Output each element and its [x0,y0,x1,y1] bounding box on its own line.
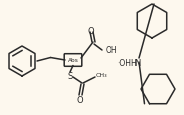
Text: ·OHH: ·OHH [117,58,137,67]
FancyBboxPatch shape [64,54,82,67]
Text: S: S [67,72,73,81]
Text: Abs: Abs [68,58,78,63]
Text: N: N [134,58,140,67]
Text: O: O [88,26,94,35]
Text: OH: OH [106,46,118,55]
Text: O: O [77,96,83,105]
Text: CH₃: CH₃ [96,73,108,78]
